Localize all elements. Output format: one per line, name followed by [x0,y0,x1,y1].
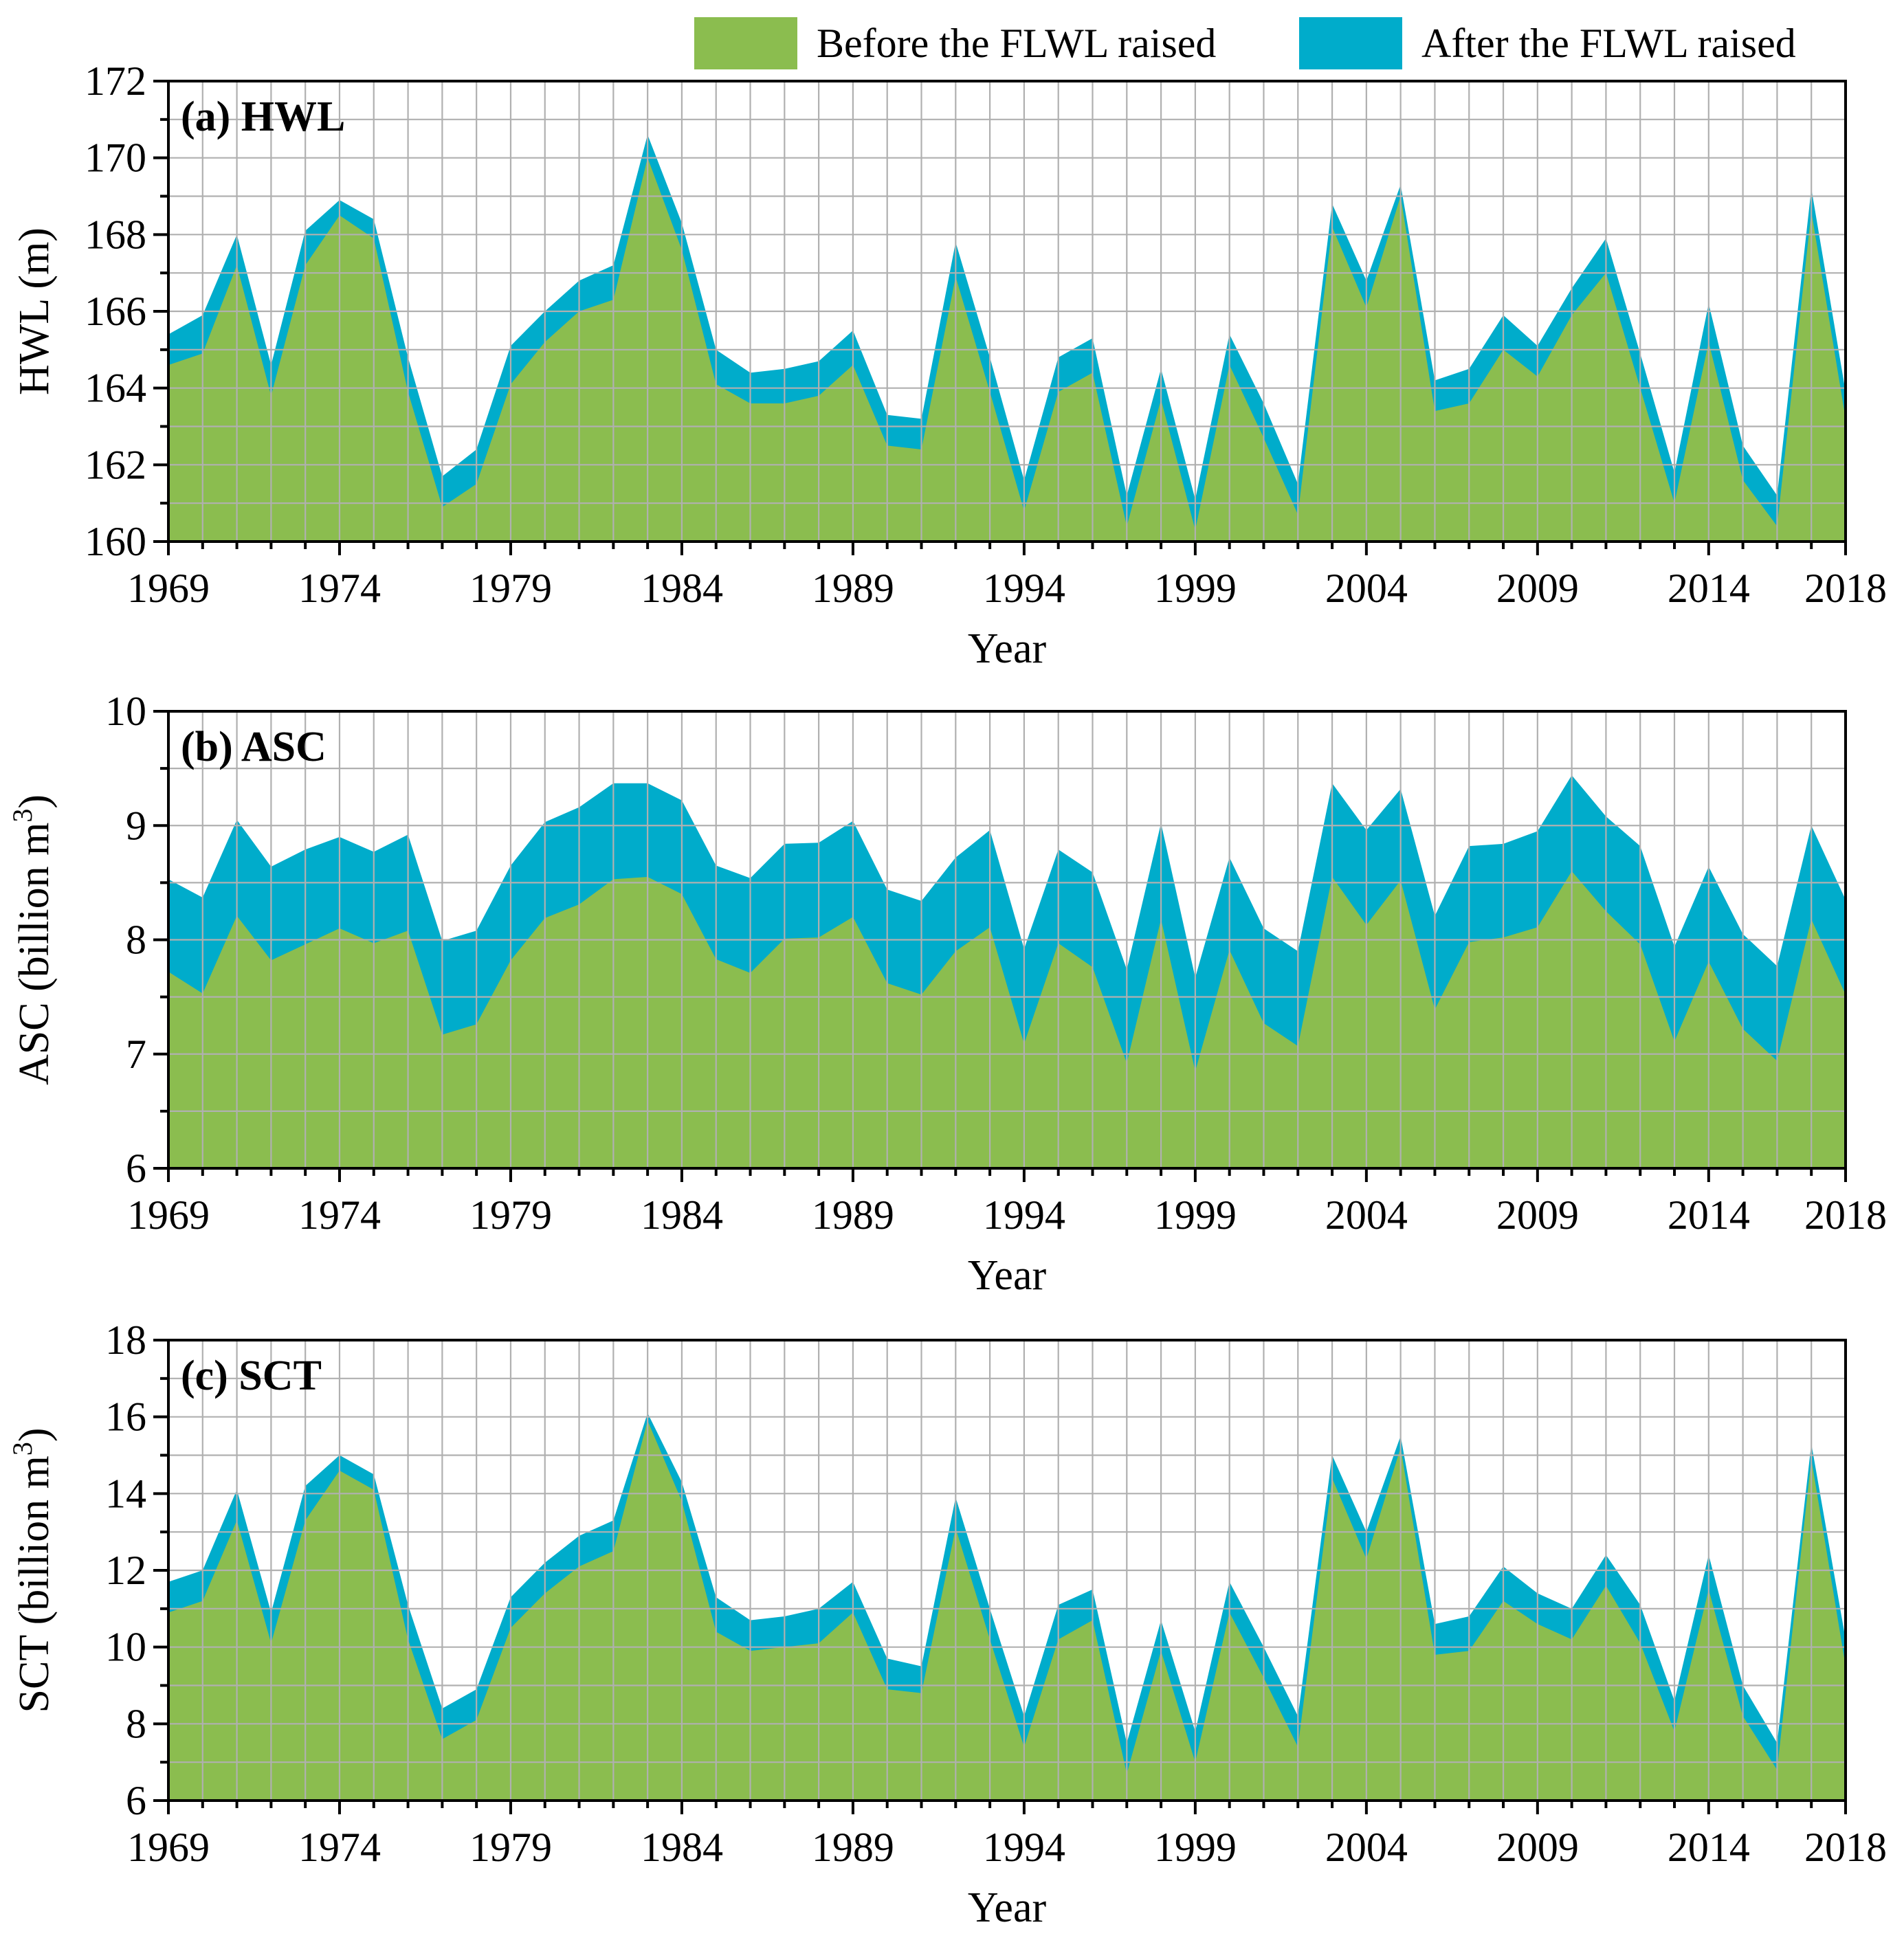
panel-label: (a) HWL [181,93,345,140]
x-tick-label: 1999 [1154,1192,1237,1238]
x-tick-label: 2014 [1668,1825,1750,1870]
y-tick-label: 168 [85,212,146,257]
y-tick-label: 12 [105,1548,146,1593]
x-tick-label: 2004 [1325,566,1408,611]
x-axis-label: Year [968,625,1047,672]
x-tick-label: 2009 [1496,566,1579,611]
y-tick-label: 6 [126,1778,146,1823]
y-tick-label: 160 [85,519,146,564]
legend-before: Before the FLWL raised [694,12,1216,74]
x-tick-label: 1984 [641,566,723,611]
y-tick-label: 9 [126,803,146,848]
x-tick-label: 1974 [298,1825,381,1870]
area-before-series [168,1421,1846,1801]
y-tick-label: 166 [85,289,146,334]
x-tick-label: 1999 [1154,566,1237,611]
x-tick-label: 2004 [1325,1192,1408,1238]
y-tick-label: 162 [85,442,146,487]
y-tick-label: 18 [105,1317,146,1363]
y-tick-label: 14 [105,1471,146,1516]
y-axis-label: SCT (billion m3) [7,1427,58,1713]
x-tick-label: 1989 [812,566,894,611]
area-before-series [168,157,1846,542]
x-tick-label: 1979 [469,566,552,611]
panel-label: (b) ASC [181,724,326,770]
y-axis-label: ASC (billion m3) [7,794,58,1085]
y-tick-label: 10 [105,1625,146,1670]
legend-after-swatch [1299,17,1402,69]
y-tick-label: 8 [126,1701,146,1746]
panel-3: 6 8 10 12 14 16 18 1969 1974 1979 1984 1989 1994 1999… [7,1317,1887,1931]
x-tick-label: 2004 [1325,1825,1408,1870]
panel-label: (c) SCT [181,1352,322,1399]
x-tick-label: 1969 [127,1825,210,1870]
x-tick-label: 1974 [298,566,381,611]
grid [168,81,1846,542]
x-tick-label: 1989 [812,1192,894,1238]
y-tick-label: 6 [126,1146,146,1191]
x-tick-label: 1969 [127,566,210,611]
grid [168,1340,1846,1801]
x-tick-label: 2009 [1496,1192,1579,1238]
legend-before-label: Before the FLWL raised [817,20,1217,66]
x-tick-label: 1984 [641,1825,723,1870]
x-tick-label: 1999 [1154,1825,1237,1870]
panel-2: 6 7 8 9 10 1969 1974 1979 1984 1989 1994 1999 2004 20… [7,689,1887,1299]
x-tick-label: 1974 [298,1192,381,1238]
x-tick-label: 2009 [1496,1825,1579,1870]
y-tick-label: 164 [85,366,146,411]
x-tick-label: 1989 [812,1825,894,1870]
grid [168,711,1846,1168]
x-tick-label: 2014 [1668,1192,1750,1238]
y-tick-label: 10 [105,689,146,734]
x-tick-label: 2018 [1804,1825,1887,1870]
legend-after-label: After the FLWL raised [1421,20,1796,66]
x-tick-label: 1984 [641,1192,723,1238]
x-tick-label: 1969 [127,1192,210,1238]
x-tick-label: 2018 [1804,1192,1887,1238]
y-tick-label: 16 [105,1394,146,1440]
x-tick-label: 1994 [983,566,1065,611]
x-tick-label: 1994 [983,1192,1065,1238]
y-tick-label: 7 [126,1032,146,1077]
x-axis-label: Year [968,1884,1047,1931]
y-tick-label: 170 [85,135,146,181]
x-tick-label: 1994 [983,1825,1065,1870]
area-before-series [168,871,1846,1168]
panel-1: 160 162 164 166 168 170 172 1969 1974 1979 1984 198… [11,58,1887,672]
x-tick-label: 2018 [1804,566,1887,611]
x-tick-label: 1979 [469,1825,552,1870]
x-tick-label: 2014 [1668,566,1750,611]
y-tick-label: 172 [85,58,146,104]
x-tick-label: 1979 [469,1192,552,1238]
y-axis-label: HWL (m) [11,227,58,395]
legend-after: After the FLWL raised [1299,12,1796,74]
x-axis-label: Year [968,1252,1047,1299]
legend-before-swatch [694,17,797,69]
y-tick-label: 8 [126,917,146,963]
